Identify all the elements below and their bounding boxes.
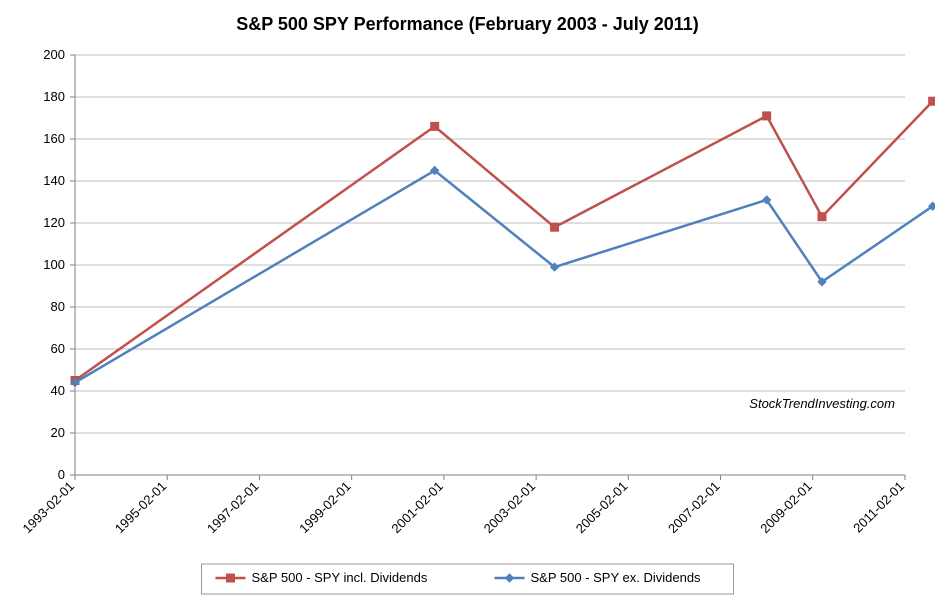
- y-tick-label: 160: [43, 131, 65, 146]
- legend-swatch-marker: [227, 574, 235, 582]
- series-marker: [763, 112, 771, 120]
- y-tick-label: 80: [51, 299, 65, 314]
- series-marker: [929, 97, 935, 105]
- y-tick-label: 100: [43, 257, 65, 272]
- y-tick-label: 200: [43, 47, 65, 62]
- y-tick-label: 60: [51, 341, 65, 356]
- y-tick-label: 120: [43, 215, 65, 230]
- y-tick-label: 140: [43, 173, 65, 188]
- legend-label: S&P 500 - SPY incl. Dividends: [252, 570, 428, 585]
- series-marker: [431, 122, 439, 130]
- line-chart-svg: S&P 500 SPY Performance (February 2003 -…: [0, 0, 935, 613]
- chart-container: S&P 500 SPY Performance (February 2003 -…: [0, 0, 935, 613]
- chart-annotation: StockTrendInvesting.com: [749, 396, 895, 411]
- y-tick-label: 20: [51, 425, 65, 440]
- chart-title: S&P 500 SPY Performance (February 2003 -…: [236, 14, 699, 34]
- legend-label: S&P 500 - SPY ex. Dividends: [531, 570, 702, 585]
- series-marker: [551, 223, 559, 231]
- y-tick-label: 40: [51, 383, 65, 398]
- y-tick-label: 180: [43, 89, 65, 104]
- series-marker: [818, 213, 826, 221]
